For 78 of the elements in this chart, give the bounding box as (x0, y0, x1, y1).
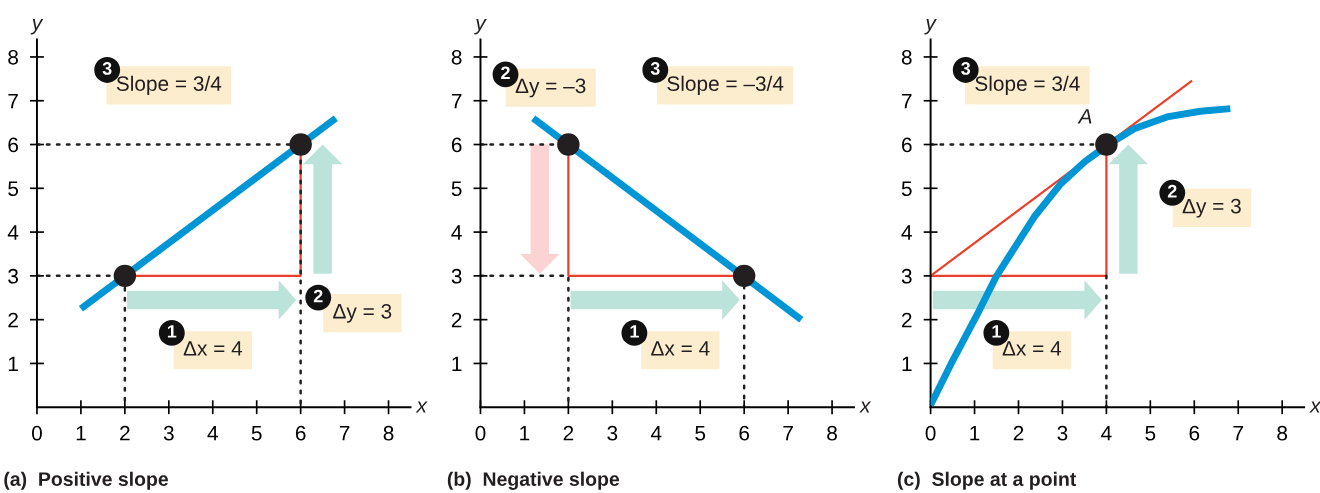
annotation: Slope = 3/4 (975, 75, 1080, 96)
y-tick-label: 1 (8, 356, 18, 371)
y-tick-label: 6 (902, 137, 912, 153)
y-tick-label: 7 (902, 93, 912, 109)
y-tick-label: 4 (7, 225, 19, 240)
y-tick-label: 2 (451, 312, 462, 328)
y-tick-label: 5 (451, 181, 462, 197)
x-tick-label: 5 (1145, 426, 1156, 441)
x-tick-label: 7 (339, 426, 350, 441)
x-tick-label: 7 (1233, 426, 1243, 441)
y-axis-title: y (30, 19, 44, 35)
x-tick-label: 3 (607, 425, 618, 441)
y-tick-label: 4 (901, 225, 912, 240)
annotation: Δy = –3 (515, 78, 586, 98)
x-tick-label: 6 (295, 425, 306, 441)
x-tick-label: 5 (251, 426, 262, 441)
y-tick-label: 7 (451, 93, 462, 109)
x-axis-title: x (415, 401, 428, 413)
x-tick-label: 1 (520, 426, 530, 441)
x-tick-label: 1 (970, 426, 980, 441)
x-tick-label: 0 (475, 425, 486, 441)
y-tick-label: 2 (8, 312, 18, 328)
y-tick-label: 1 (452, 356, 462, 371)
x-tick-label: 4 (650, 426, 662, 441)
x-tick-label: 6 (739, 425, 750, 441)
y-axis-title: y (924, 19, 937, 35)
y-tick-label: 8 (901, 49, 912, 65)
y-tick-label: 5 (901, 181, 912, 197)
x-tick-label: 8 (827, 425, 837, 441)
y-tick-label: 5 (8, 181, 19, 197)
x-tick-label: 7 (783, 426, 793, 441)
annotation: 1 (630, 325, 639, 338)
annotation: 1 (167, 325, 177, 338)
y-tick-label: 8 (8, 49, 18, 65)
y-tick-label: 6 (451, 137, 462, 153)
annotation: 3 (961, 62, 971, 75)
annotation: Δy = 3 (333, 303, 392, 323)
text: (c) Slope at a point (897, 471, 1077, 490)
x-tick-label: 5 (695, 426, 706, 441)
y-tick-label: 6 (8, 137, 18, 153)
annotation: 2 (1167, 184, 1177, 198)
y-tick-label: 8 (451, 49, 462, 65)
text: (a) Positive slope (4, 471, 168, 490)
annotation: Δx = 4 (1002, 341, 1062, 356)
series-label: A (1077, 109, 1092, 124)
annotation: 3 (650, 62, 660, 75)
x-tick-label: 6 (1189, 425, 1200, 441)
x-tick-label: 0 (925, 425, 936, 441)
x-axis-title: x (859, 401, 872, 413)
annotation: 1 (992, 325, 1001, 338)
annotation: Slope = 3/4 (116, 75, 222, 96)
y-tick-label: 1 (902, 356, 912, 371)
y-tick-label: 7 (8, 93, 18, 109)
x-tick-label: 1 (76, 426, 86, 441)
x-tick-label: 2 (563, 425, 574, 441)
annotation: Δy = 3 (1182, 198, 1241, 218)
x-tick-label: 8 (1277, 425, 1288, 441)
annotation: Δx = 4 (651, 341, 710, 356)
y-axis-title: y (474, 19, 487, 35)
x-tick-label: 4 (207, 426, 218, 441)
annotation: Δx = 4 (183, 341, 243, 356)
y-tick-label: 3 (8, 268, 18, 284)
x-tick-label: 2 (120, 425, 130, 441)
y-tick-label: 4 (451, 225, 462, 240)
y-tick-label: 3 (901, 268, 912, 284)
y-tick-label: 3 (451, 268, 462, 284)
x-tick-label: 4 (1101, 426, 1112, 441)
text: (b) Negative slope (447, 471, 620, 490)
x-tick-label: 8 (383, 425, 394, 441)
x-tick-label: 3 (163, 425, 174, 441)
x-tick-label: 0 (31, 425, 42, 441)
x-tick-label: 2 (1013, 425, 1024, 441)
annotation: 3 (102, 62, 112, 75)
annotation: Slope = –3/4 (667, 75, 784, 96)
annotation: 2 (313, 289, 323, 303)
annotation: 2 (501, 66, 510, 80)
y-tick-label: 2 (902, 312, 912, 328)
x-tick-label: 3 (1057, 425, 1068, 441)
